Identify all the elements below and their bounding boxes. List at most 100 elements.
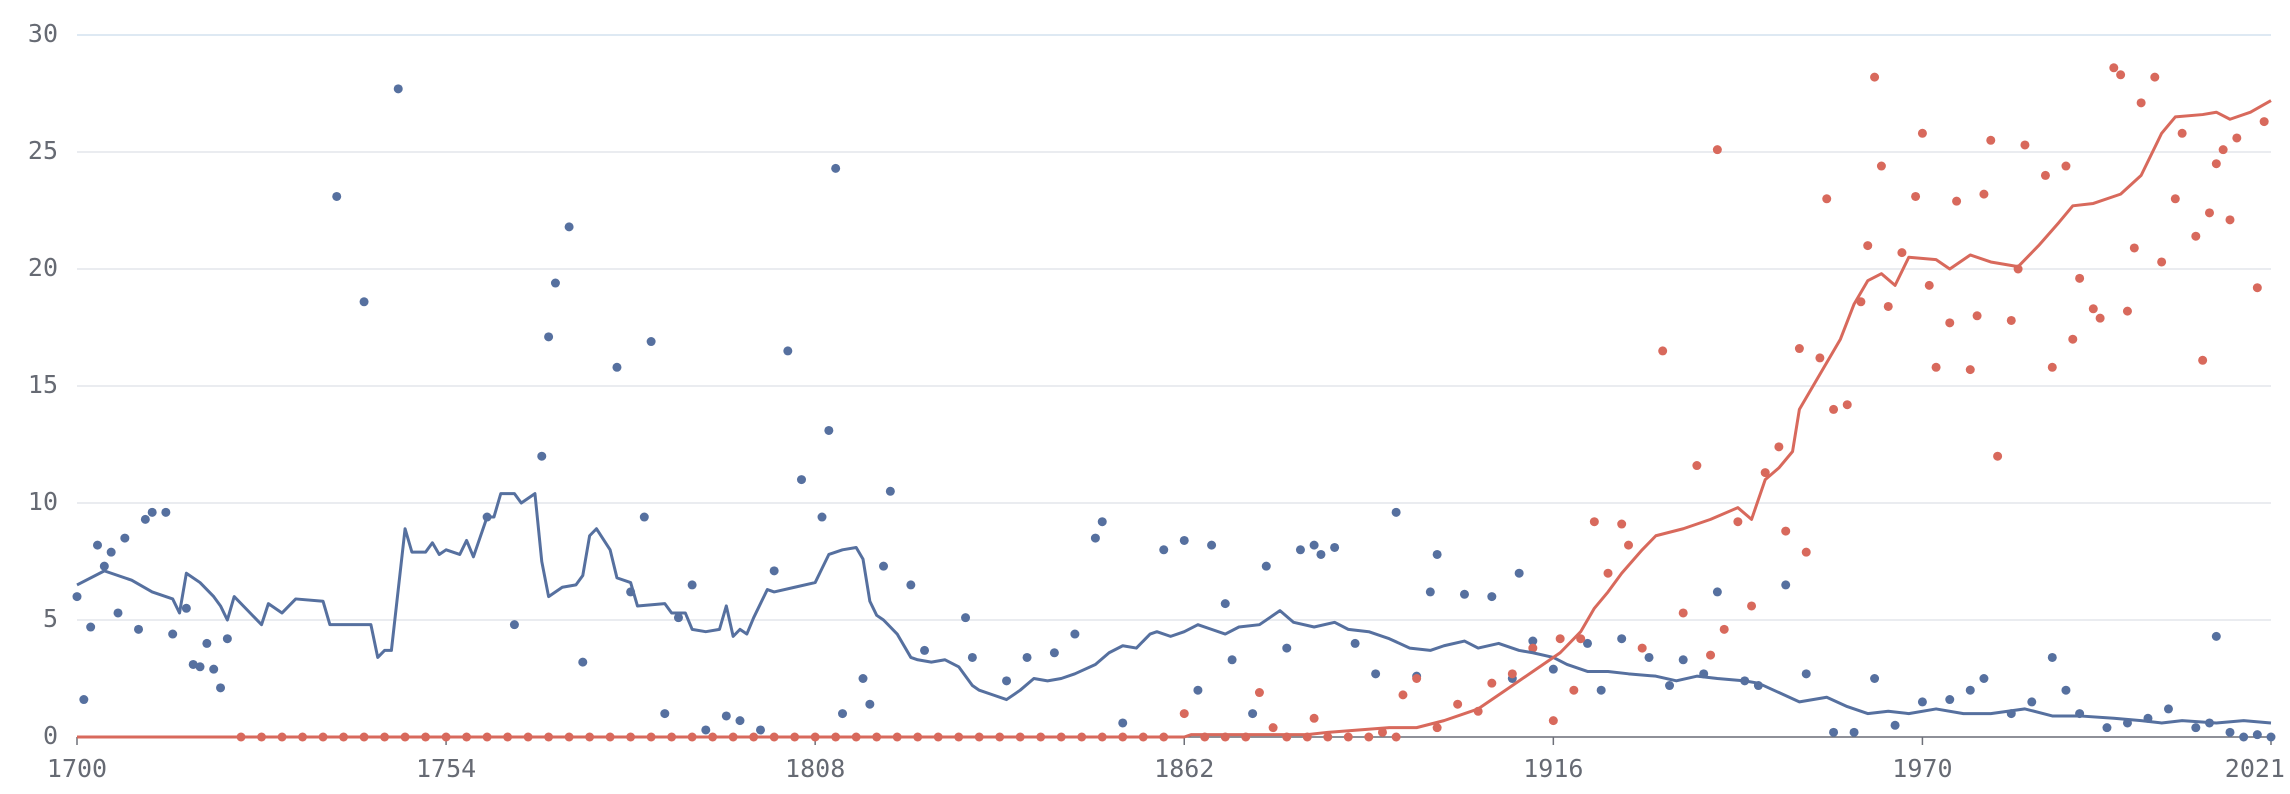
dot xyxy=(1528,636,1538,646)
dot xyxy=(393,84,403,94)
dot xyxy=(824,425,834,435)
dot xyxy=(1890,720,1900,730)
dot xyxy=(961,613,971,623)
dot xyxy=(612,362,622,372)
dot xyxy=(1309,540,1319,550)
dot xyxy=(134,624,144,634)
dot xyxy=(1924,280,1934,290)
dot xyxy=(1548,716,1558,726)
dot xyxy=(885,486,895,496)
dot xyxy=(181,603,191,613)
dot xyxy=(1719,624,1729,634)
dot xyxy=(537,451,547,461)
y-tick-label: 5 xyxy=(43,604,58,633)
dot xyxy=(1459,589,1469,599)
dot xyxy=(1295,545,1305,555)
dot xyxy=(1207,540,1217,550)
dot xyxy=(1453,699,1463,709)
dot xyxy=(1487,678,1497,688)
dot xyxy=(106,547,116,557)
scatter-series xyxy=(72,84,2276,742)
dot xyxy=(1193,685,1203,695)
dot xyxy=(2191,723,2201,733)
dot xyxy=(202,638,212,648)
dot xyxy=(1801,547,1811,557)
dot xyxy=(2095,313,2105,323)
dot xyxy=(1309,713,1319,723)
dot xyxy=(2047,652,2057,662)
dot xyxy=(721,711,731,721)
dot xyxy=(1774,442,1784,452)
dot xyxy=(2061,685,2071,695)
dot xyxy=(93,540,103,550)
dot xyxy=(1049,648,1059,658)
dot xyxy=(1159,545,1169,555)
dot xyxy=(2157,257,2167,267)
dot xyxy=(2218,145,2228,155)
dot xyxy=(1002,676,1012,686)
dot xyxy=(1644,652,1654,662)
dot xyxy=(838,709,848,719)
dot xyxy=(783,346,793,356)
dot xyxy=(1624,540,1634,550)
dot xyxy=(1931,362,1941,372)
dot xyxy=(564,222,574,232)
dot xyxy=(2040,170,2050,180)
dot xyxy=(1596,685,1606,695)
dot xyxy=(1733,517,1743,527)
dot xyxy=(1425,587,1435,597)
dot xyxy=(1965,365,1975,375)
dot xyxy=(2266,732,2276,742)
dot xyxy=(1097,517,1107,527)
dot xyxy=(2122,306,2132,316)
line xyxy=(76,492,2272,725)
dot xyxy=(1261,561,1271,571)
dot xyxy=(1911,191,1921,201)
dot xyxy=(195,662,205,672)
dot xyxy=(509,620,519,630)
dot xyxy=(1118,718,1128,728)
dot xyxy=(1268,723,1278,733)
y-tick-label: 15 xyxy=(28,370,58,399)
dot xyxy=(1712,587,1722,597)
dot xyxy=(1090,533,1100,543)
dot xyxy=(1323,732,1333,742)
dot xyxy=(1897,248,1907,258)
dot xyxy=(2211,631,2221,641)
dot xyxy=(673,613,683,623)
dot xyxy=(646,337,656,347)
dot xyxy=(1972,311,1982,321)
dot xyxy=(1870,674,1880,683)
dot xyxy=(1801,669,1811,679)
dot xyxy=(2163,704,2173,714)
dot xyxy=(1412,674,1422,683)
x-tick-label: 2021 xyxy=(2225,754,2285,783)
dot xyxy=(1678,608,1688,618)
dot xyxy=(1391,732,1401,742)
dot xyxy=(2068,334,2078,344)
dot xyxy=(1555,634,1565,644)
dot xyxy=(161,507,171,517)
dot xyxy=(1528,643,1538,653)
dot xyxy=(1815,353,1825,363)
dot xyxy=(1917,697,1927,707)
dot xyxy=(2232,133,2242,143)
dot xyxy=(1617,519,1627,529)
dot xyxy=(1856,297,1866,307)
dot xyxy=(99,561,109,571)
dot xyxy=(86,622,96,632)
dot xyxy=(578,657,588,667)
dot xyxy=(831,163,841,173)
dot xyxy=(755,725,765,735)
dot xyxy=(1993,451,2003,461)
dot xyxy=(1487,592,1497,602)
dot xyxy=(906,580,916,590)
dot xyxy=(550,278,560,288)
dot xyxy=(1781,580,1791,590)
dot xyxy=(1248,709,1258,719)
dot xyxy=(1883,301,1893,311)
dot xyxy=(1254,688,1264,698)
x-tick-label: 1916 xyxy=(1523,754,1583,783)
dot xyxy=(140,514,150,524)
x-tick-label: 1754 xyxy=(416,754,476,783)
